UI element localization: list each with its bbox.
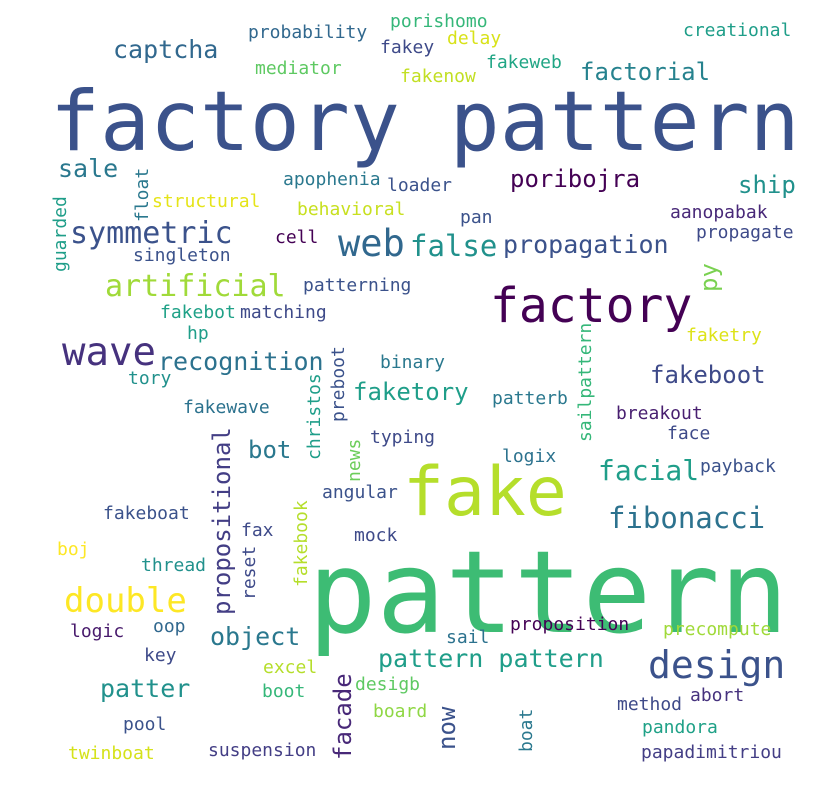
word: patterb xyxy=(492,388,568,409)
word: mock xyxy=(354,525,398,546)
word: fakebot xyxy=(160,302,236,323)
word: christos xyxy=(304,373,325,460)
word: breakout xyxy=(616,403,703,424)
word: singleton xyxy=(133,245,231,266)
word: fakeweb xyxy=(486,52,562,73)
word: oop xyxy=(153,616,186,637)
word: facade xyxy=(329,673,357,760)
word: fakebook xyxy=(291,500,312,587)
word: preboot xyxy=(328,346,349,422)
word: faketry xyxy=(686,325,762,346)
word: double xyxy=(64,581,187,621)
word: guarded xyxy=(50,196,71,272)
word: structural xyxy=(152,191,260,212)
word: method xyxy=(617,694,682,715)
word: now xyxy=(433,706,461,750)
word: propagate xyxy=(696,222,794,243)
word: probability xyxy=(248,22,367,43)
word: precompute xyxy=(663,619,771,640)
word: py xyxy=(695,263,723,292)
word: patter xyxy=(100,674,190,703)
word: logix xyxy=(502,446,556,467)
word: behavioral xyxy=(297,199,405,220)
word: poribojra xyxy=(510,165,640,193)
word: artificial xyxy=(105,269,286,304)
word: sale xyxy=(58,154,118,183)
word: delay xyxy=(447,28,501,49)
word: abort xyxy=(690,685,744,706)
word: pan xyxy=(460,207,493,228)
word: reset xyxy=(239,546,260,600)
word: news xyxy=(344,439,365,482)
word: pattern xyxy=(308,526,788,659)
word: board xyxy=(373,701,427,722)
word: fax xyxy=(241,520,274,541)
word: facial xyxy=(598,454,699,487)
word: fake xyxy=(403,453,567,532)
word: faketory xyxy=(353,378,469,406)
word: matching xyxy=(240,302,327,323)
word: fakey xyxy=(380,37,434,58)
word: hp xyxy=(187,323,209,344)
word: pandora xyxy=(642,717,718,738)
word: tory xyxy=(128,368,172,389)
word: typing xyxy=(370,427,435,448)
word: recognition xyxy=(158,347,324,376)
word: object xyxy=(210,622,300,651)
word: loader xyxy=(387,175,452,196)
word: boot xyxy=(262,681,305,702)
word: excel xyxy=(263,657,317,678)
word: twinboat xyxy=(68,743,155,764)
word: factory pattern xyxy=(50,73,800,170)
word: creational xyxy=(683,20,791,41)
word: web xyxy=(338,222,405,265)
word: binary xyxy=(380,352,445,373)
word: fakenow xyxy=(400,66,476,87)
word: ship xyxy=(738,171,796,199)
word: aanopabak xyxy=(670,202,768,223)
word: cell xyxy=(275,227,318,248)
word: papadimitriou xyxy=(641,742,782,763)
word: face xyxy=(667,423,710,444)
word: patterning xyxy=(303,275,411,296)
word: desigb xyxy=(355,674,420,695)
word: sail xyxy=(446,627,489,648)
word: captcha xyxy=(113,35,218,64)
word: apophenia xyxy=(283,169,381,190)
word: fakeboot xyxy=(650,361,766,389)
word: propagation xyxy=(503,230,669,259)
word: sailpattern xyxy=(575,323,596,442)
word: suspension xyxy=(208,740,316,761)
word: boj xyxy=(57,539,90,560)
word: bot xyxy=(248,436,291,464)
word: factorial xyxy=(580,58,710,86)
word: mediator xyxy=(255,58,342,79)
word: key xyxy=(144,645,177,666)
word: float xyxy=(132,168,153,222)
word: symmetric xyxy=(70,216,233,251)
word: boat xyxy=(516,709,537,752)
word: thread xyxy=(141,555,206,576)
word: pattern pattern xyxy=(378,644,604,673)
word: logic xyxy=(70,621,124,642)
word: proposition xyxy=(510,614,629,635)
word: wave xyxy=(62,330,156,375)
word: payback xyxy=(700,456,776,477)
word: design xyxy=(648,643,785,687)
word: factory xyxy=(490,278,692,334)
word: angular xyxy=(322,482,398,503)
word: fakeboat xyxy=(103,503,190,524)
word: fibonacci xyxy=(608,501,765,535)
word: porishomo xyxy=(390,11,488,32)
word: pool xyxy=(123,714,166,735)
word: false xyxy=(410,229,497,263)
word: propositional xyxy=(208,427,236,615)
word: fakewave xyxy=(183,397,270,418)
